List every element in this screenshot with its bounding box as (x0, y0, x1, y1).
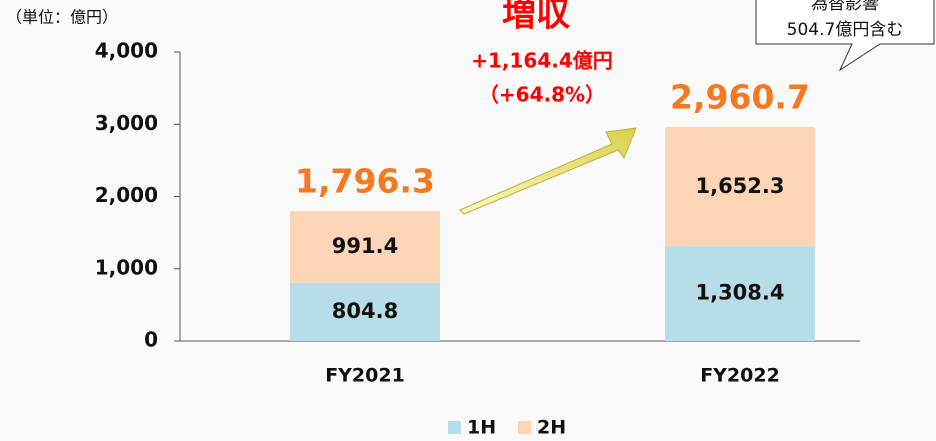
headline: 増収 (502, 0, 570, 35)
legend-swatch (518, 421, 531, 434)
bar-segment (290, 282, 440, 341)
change: +1,164.4億円 (471, 49, 613, 73)
total-label: 1,796.3 (295, 162, 435, 201)
segment-label: 991.4 (332, 234, 398, 258)
callout-box (755, 0, 935, 72)
growth-arrow (459, 127, 637, 215)
y-tick-label: 2,000 (95, 183, 158, 207)
callout-line: 504.7億円含む (787, 20, 904, 40)
bar-segment (665, 127, 815, 247)
legend-swatch (448, 421, 461, 434)
y-tick-label: 3,000 (95, 111, 158, 135)
legend-label: 1H (467, 417, 496, 439)
segment-label: 804.8 (332, 299, 398, 323)
callout-line: 為替影響 (811, 0, 879, 14)
bar-segment (665, 246, 815, 341)
unit-note: （単位：億円） (6, 8, 118, 27)
y-tick-label: 4,000 (95, 39, 158, 63)
bar-segment (290, 211, 440, 283)
total-label: 2,960.7 (670, 78, 810, 117)
segment-label: 1,308.4 (695, 281, 784, 305)
x-tick-label: FY2021 (325, 365, 405, 387)
change-pct: （+64.8%） (479, 83, 605, 107)
y-tick-label: 1,000 (95, 255, 158, 279)
y-tick-label: 0 (144, 328, 158, 352)
segment-label: 1,652.3 (695, 174, 784, 198)
x-tick-label: FY2022 (700, 365, 780, 387)
legend-label: 2H (537, 417, 566, 439)
